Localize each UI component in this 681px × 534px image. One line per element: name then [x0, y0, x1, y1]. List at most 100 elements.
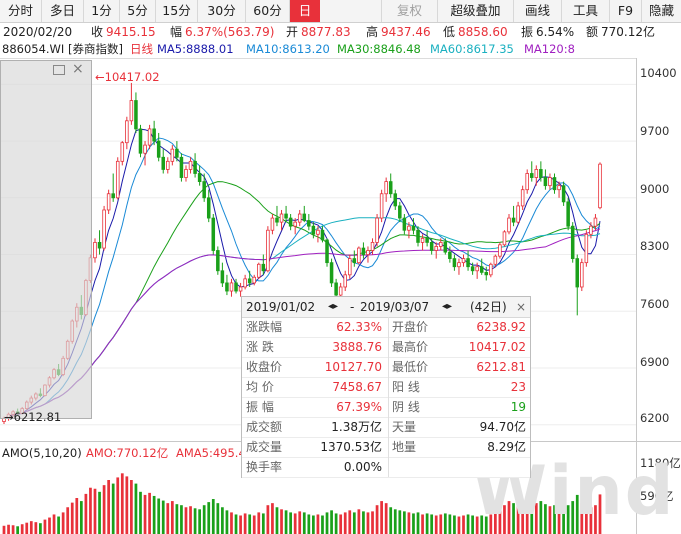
candle-body	[557, 185, 561, 191]
volume-bar	[61, 512, 65, 534]
volume-bar	[102, 485, 106, 534]
zoom-selection-panel[interactable]: ×	[0, 60, 92, 419]
tools-button[interactable]: 工具	[562, 0, 610, 22]
amount-value: 770.12亿	[601, 25, 655, 39]
candle-body	[384, 181, 388, 195]
volume-bar	[503, 505, 506, 534]
volume-bar	[462, 515, 465, 534]
stats-label: 振 幅	[246, 400, 274, 414]
candle-body	[302, 213, 307, 221]
candle-body	[134, 100, 138, 130]
volume-bar	[25, 522, 29, 534]
tab-1min[interactable]: 1分	[84, 0, 120, 22]
volume-bar	[252, 515, 256, 534]
volume-bar	[11, 525, 15, 534]
tab-30min[interactable]: 30分	[198, 0, 246, 22]
volume-axis-label: 590亿	[640, 489, 674, 503]
volume-bar	[348, 510, 352, 534]
candle-body	[511, 217, 516, 223]
amo-value: AMO:770.12亿	[86, 446, 169, 460]
end-step-icon[interactable]: ◂▸	[442, 301, 453, 312]
volume-bar	[20, 524, 24, 534]
hide-button[interactable]: 隐藏	[648, 3, 674, 18]
volume-bar	[248, 514, 252, 534]
candle-body	[156, 140, 161, 158]
swing-value: 6.54%	[536, 25, 575, 39]
volume-bar	[530, 499, 534, 534]
candle-body	[493, 255, 498, 265]
price-axis-label: 8300	[640, 239, 670, 253]
start-step-icon[interactable]: ◂▸	[328, 301, 339, 312]
volume-bar	[175, 504, 179, 534]
volume-bar	[189, 506, 192, 534]
candle-body	[247, 278, 252, 284]
close-icon[interactable]: ×	[72, 61, 84, 77]
volume-bar	[352, 512, 356, 534]
volume-bar	[403, 511, 406, 534]
candle-body	[393, 193, 398, 207]
stats-divider	[388, 317, 389, 477]
volume-bar	[16, 526, 20, 534]
tab-5min[interactable]: 5分	[120, 0, 156, 22]
window-icon[interactable]	[53, 65, 65, 75]
candle-body	[311, 225, 316, 235]
volume-bar	[580, 503, 584, 534]
volume-bar	[29, 521, 33, 534]
volume-bar	[66, 507, 70, 534]
candle-body	[234, 282, 238, 292]
volume-bar	[471, 515, 474, 534]
tab-intraday[interactable]: 分时	[0, 0, 42, 22]
candle-body	[316, 229, 320, 235]
low-value: 8858.60	[458, 25, 508, 39]
draw-line-button[interactable]: 画线	[514, 0, 562, 22]
swing-label: 振	[521, 25, 534, 39]
volume-bar	[298, 511, 302, 534]
volume-bar	[180, 505, 183, 534]
volume-bar	[384, 503, 388, 534]
volume-bar	[544, 504, 547, 534]
volume-bar	[357, 509, 361, 534]
tab-multi-day[interactable]: 多日	[42, 0, 84, 22]
volume-bar	[84, 493, 88, 534]
candle-body	[143, 144, 147, 154]
price-axis-label: 7600	[640, 297, 670, 311]
period-label: 日线	[130, 42, 153, 56]
volume-bar	[389, 507, 393, 534]
volume-bar	[7, 524, 10, 534]
candle-body	[161, 156, 166, 170]
stats-label: 开盘价	[392, 320, 429, 334]
volume-bar	[421, 514, 424, 534]
day-count: (42日)	[470, 300, 507, 314]
candle-body	[225, 282, 229, 292]
tab-60min[interactable]: 60分	[246, 0, 290, 22]
candle-body	[170, 148, 175, 162]
volume-bar	[79, 501, 83, 534]
super-overlay-button[interactable]: 超级叠加	[438, 0, 514, 22]
adjust-button[interactable]: 复权	[382, 0, 438, 22]
stats-value: 8.29亿	[487, 440, 526, 454]
stats-value: 6212.81	[476, 360, 526, 374]
stats-value: 62.33%	[336, 320, 382, 334]
candle-body	[575, 258, 580, 288]
candle-body	[284, 213, 288, 219]
volume-bar	[434, 515, 438, 534]
moving-average-bar: 886054.WI [券商指数] 日线 MA5:8888.01 MA10:861…	[0, 41, 681, 58]
volume-bars	[2, 473, 602, 534]
candle-body	[529, 173, 534, 178]
volume-bar	[475, 516, 479, 534]
end-date: 2019/03/07	[360, 300, 430, 314]
volume-bar	[489, 514, 493, 534]
stats-value: 0.00%	[343, 460, 382, 474]
stats-row: 均 价 7458.67 阳 线 23	[242, 377, 530, 398]
f9-button[interactable]: F9	[610, 0, 642, 22]
volume-bar	[380, 501, 383, 534]
volume-bar	[93, 488, 97, 534]
close-icon[interactable]: ×	[516, 300, 527, 314]
volume-bar	[412, 513, 415, 534]
candle-body	[452, 258, 457, 268]
stats-label: 成交量	[246, 440, 283, 454]
tab-daily[interactable]: 日	[290, 0, 320, 22]
candle-body	[293, 221, 297, 227]
tab-15min[interactable]: 15分	[156, 0, 198, 22]
